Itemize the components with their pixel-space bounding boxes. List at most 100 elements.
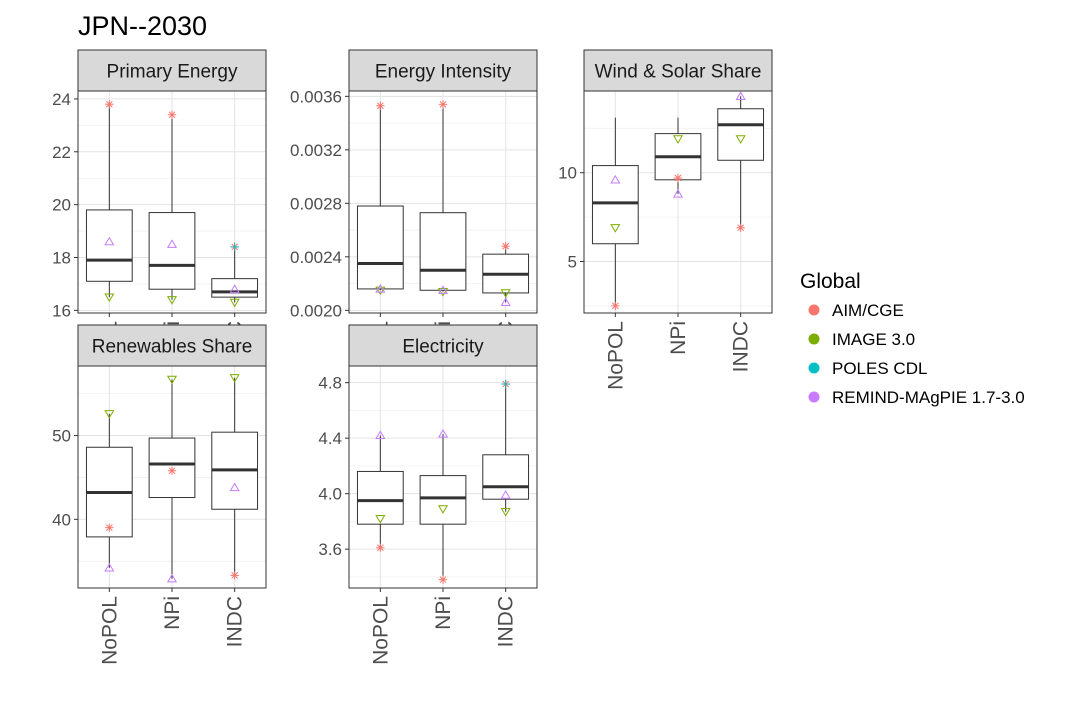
box-iqr bbox=[85, 209, 133, 282]
panel-wind-solar-share: Wind & Solar Share 5 10 NoPOL NPi INDC bbox=[558, 49, 773, 390]
point-energy-intensity-remind-magpie-1-7-3-0-nopol bbox=[375, 283, 386, 293]
panel-electricity: Electricity 3.6 4.0 4.4 4.8 NoPOL NPi INDC bbox=[318, 324, 538, 665]
point-primary-energy-remind-magpie-1-7-3-0-nopol-tri bbox=[104, 236, 115, 246]
point-renewables-share-remind-magpie-1-7-3-0-npi bbox=[166, 573, 178, 583]
point-wind-solar-share-aim-cge-indc bbox=[736, 223, 745, 232]
y-tick-label-wind-solar-share-0: 5 bbox=[568, 252, 577, 271]
legend-entry-aim-cge: AIM/CGE bbox=[808, 301, 904, 320]
point-energy-intensity-aim-cge-nopol bbox=[376, 101, 385, 110]
point-electricity-remind-magpie-1-7-3-0-indc-tri bbox=[500, 490, 511, 499]
panel-title-energy-intensity: Energy Intensity bbox=[375, 62, 512, 83]
point-primary-energy-aim-cge-npi bbox=[167, 110, 177, 119]
x-tick-label-renewables-share-indc: INDC bbox=[224, 596, 247, 647]
point-electricity-poles-cdl-indc bbox=[501, 379, 510, 389]
point-energy-intensity-aim-cge-indc bbox=[501, 241, 510, 251]
x-tick-label-wind-solar-share-indc: INDC bbox=[730, 321, 753, 372]
point-wind-solar-share-image-3-0-nopol-tri bbox=[610, 224, 621, 233]
panel-strip-wind-solar-share bbox=[583, 49, 773, 92]
y-tick-label-energy-intensity-1: 0.0024 bbox=[290, 248, 342, 267]
panel-title-primary-energy: Primary Energy bbox=[107, 62, 238, 83]
panel-strip-electricity bbox=[348, 324, 538, 367]
box-energy-intensity-npi bbox=[419, 104, 467, 292]
x-tick-label-electricity-npi: NPi bbox=[432, 596, 455, 630]
point-electricity-image-3-0-nopol-tri bbox=[375, 514, 386, 524]
y-tick-label-energy-intensity-4: 0.0036 bbox=[290, 87, 342, 106]
box-iqr bbox=[211, 278, 259, 298]
x-tick-label-renewables-share-nopol: NoPOL bbox=[98, 596, 121, 665]
point-energy-intensity-image-3-0-nopol bbox=[375, 286, 386, 296]
point-renewables-share-image-3-0-nopol bbox=[104, 410, 115, 419]
box-iqr bbox=[591, 165, 639, 245]
point-primary-energy-remind-magpie-1-7-3-0-npi bbox=[166, 239, 178, 248]
point-wind-solar-share-remind-magpie-1-7-3-0-nopol bbox=[610, 174, 621, 184]
y-tick-label-primary-energy-4: 24 bbox=[52, 90, 71, 109]
point-renewables-share-remind-magpie-1-7-3-0-nopol-tri bbox=[104, 562, 115, 572]
point-renewables-share-image-3-0-indc bbox=[229, 374, 240, 383]
point-renewables-share-aim-cge-nopol bbox=[105, 523, 114, 532]
box-wind-solar-share-nopol bbox=[591, 117, 639, 306]
box-iqr bbox=[419, 475, 467, 525]
point-primary-energy-remind-magpie-1-7-3-0-indc bbox=[229, 284, 240, 293]
box-iqr bbox=[419, 212, 467, 291]
y-tick-label-primary-energy-2: 20 bbox=[52, 196, 71, 215]
point-wind-solar-share-image-3-0-indc-tri bbox=[735, 135, 746, 144]
y-tick-label-primary-energy-1: 18 bbox=[52, 249, 71, 268]
point-primary-energy-image-3-0-indc-tri bbox=[229, 298, 240, 308]
legend-title: Global bbox=[800, 270, 861, 293]
box-energy-intensity-indc bbox=[482, 246, 530, 303]
point-electricity-image-3-0-indc-tri bbox=[500, 508, 511, 517]
panel-strip-energy-intensity bbox=[348, 49, 538, 92]
legend-label-image-3-0: IMAGE 3.0 bbox=[832, 330, 915, 349]
point-renewables-share-remind-magpie-1-7-3-0-indc-tri bbox=[229, 482, 240, 492]
legend: Global AIM/CGE IMAGE 3.0 POLES CDL REMIND-M… bbox=[800, 270, 1025, 407]
point-electricity-remind-magpie-1-7-3-0-indc bbox=[500, 490, 511, 499]
point-energy-intensity-remind-magpie-1-7-3-0-nopol-tri bbox=[375, 283, 386, 293]
legend-entry-poles-cdl: POLES CDL bbox=[808, 359, 927, 378]
point-wind-solar-share-image-3-0-nopol bbox=[610, 224, 621, 233]
y-tick-label-electricity-1: 4.0 bbox=[318, 485, 342, 504]
point-electricity-image-3-0-nopol bbox=[375, 514, 386, 524]
panel-renewables-share: Renewables Share 40 50 NoPOL NPi INDC bbox=[52, 324, 267, 665]
legend-label-poles-cdl: POLES CDL bbox=[832, 359, 927, 378]
point-renewables-share-image-3-0-nopol-tri bbox=[104, 410, 115, 419]
point-primary-energy-image-3-0-npi-tri bbox=[166, 296, 178, 305]
point-energy-intensity-image-3-0-indc bbox=[500, 289, 511, 298]
point-energy-intensity-aim-cge-npi bbox=[438, 100, 448, 109]
point-primary-energy-remind-magpie-1-7-3-0-npi-tri bbox=[166, 239, 178, 248]
box-iqr bbox=[482, 454, 530, 500]
x-tick-label-electricity-indc: INDC bbox=[495, 596, 518, 647]
point-electricity-remind-magpie-1-7-3-0-npi bbox=[437, 429, 449, 438]
point-electricity-aim-cge-nopol bbox=[376, 543, 385, 552]
point-primary-energy-poles-cdl-indc bbox=[230, 242, 239, 252]
point-energy-intensity-image-3-0-nopol-tri bbox=[375, 286, 386, 296]
x-tick-label-wind-solar-share-nopol: NoPOL bbox=[604, 321, 627, 390]
point-electricity-remind-magpie-1-7-3-0-npi-tri bbox=[437, 429, 449, 438]
point-primary-energy-image-3-0-nopol-tri bbox=[104, 293, 115, 303]
x-tick-label-wind-solar-share-npi: NPi bbox=[667, 321, 690, 355]
y-tick-label-wind-solar-share-1: 10 bbox=[558, 164, 577, 183]
box-primary-energy-nopol bbox=[85, 104, 133, 298]
legend-key-poles-cdl bbox=[808, 362, 820, 374]
point-primary-energy-remind-magpie-1-7-3-0-nopol bbox=[104, 236, 115, 246]
point-electricity-image-3-0-indc bbox=[500, 508, 511, 517]
panel-title-electricity: Electricity bbox=[402, 337, 484, 358]
box-energy-intensity-nopol bbox=[356, 105, 404, 291]
page-title: JPN--2030 bbox=[78, 11, 207, 41]
point-wind-solar-share-remind-magpie-1-7-3-0-indc-tri bbox=[735, 91, 746, 100]
point-wind-solar-share-remind-magpie-1-7-3-0-nopol-tri bbox=[610, 174, 621, 184]
box-primary-energy-npi bbox=[148, 114, 196, 300]
point-wind-solar-share-remind-magpie-1-7-3-0-npi-tri bbox=[672, 189, 684, 198]
point-electricity-image-3-0-npi bbox=[437, 505, 449, 514]
point-renewables-share-remind-magpie-1-7-3-0-indc bbox=[229, 482, 240, 492]
point-renewables-share-remind-magpie-1-7-3-0-npi-tri bbox=[166, 573, 178, 583]
point-electricity-aim-cge-npi bbox=[438, 575, 448, 584]
panel-strip-renewables-share bbox=[77, 324, 267, 367]
point-energy-intensity-image-3-0-npi-tri bbox=[437, 287, 449, 297]
point-primary-energy-image-3-0-npi bbox=[166, 296, 178, 305]
y-tick-label-energy-intensity-2: 0.0028 bbox=[290, 194, 342, 213]
legend-key-remind-magpie-1-7-3-0 bbox=[808, 391, 820, 403]
point-wind-solar-share-remind-magpie-1-7-3-0-indc bbox=[735, 91, 746, 100]
point-renewables-share-aim-cge-indc bbox=[230, 571, 239, 580]
point-primary-energy-image-3-0-nopol bbox=[104, 293, 115, 303]
